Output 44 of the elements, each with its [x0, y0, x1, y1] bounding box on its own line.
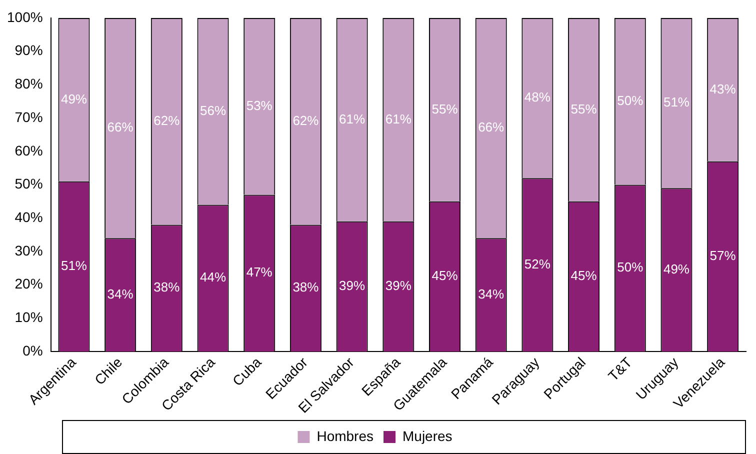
data-label: 62% [292, 112, 320, 128]
data-label: 51% [663, 94, 690, 110]
data-label: 55% [570, 101, 598, 116]
data-label: 45% [570, 268, 598, 284]
data-label: 66% [478, 120, 505, 135]
data-label: 61% [339, 111, 366, 126]
data-label: 38% [292, 280, 320, 295]
data-label: 55% [432, 101, 458, 116]
data-label: 38% [154, 280, 180, 295]
y-tick-label: 90% [14, 42, 43, 58]
y-tick-label: 50% [14, 176, 43, 192]
legend-label: Hombres [316, 428, 374, 444]
data-label: 50% [617, 92, 644, 108]
data-label: 34% [478, 286, 505, 302]
data-label: 52% [524, 256, 551, 272]
data-label: 43% [710, 81, 736, 96]
data-label: 62% [154, 112, 180, 128]
data-label: 48% [524, 90, 551, 105]
data-label: 34% [107, 286, 134, 302]
data-label: 39% [385, 278, 412, 294]
y-tick-label: 70% [14, 108, 43, 125]
data-label: 45% [432, 268, 458, 284]
data-label: 49% [60, 91, 88, 106]
y-tick-label: 20% [14, 276, 43, 292]
data-label: 44% [200, 270, 226, 285]
data-label: 50% [617, 260, 644, 275]
y-tick-label: 0% [22, 342, 43, 358]
data-label: 49% [663, 261, 690, 276]
y-tick-label: 40% [14, 208, 43, 225]
data-label: 56% [200, 102, 226, 118]
data-label: 66% [107, 120, 134, 135]
y-tick-label: 80% [14, 76, 43, 92]
y-tick-label: 10% [14, 309, 43, 326]
legend-label: Mujeres [402, 428, 452, 444]
data-label: 57% [710, 248, 736, 264]
data-label: 39% [339, 278, 366, 294]
data-label: 61% [385, 111, 412, 126]
y-tick-label: 100% [6, 8, 43, 25]
y-tick-label: 30% [14, 242, 43, 258]
data-label: 51% [60, 258, 88, 274]
x-tick-label: T&T [604, 354, 636, 384]
y-tick-label: 60% [14, 142, 43, 158]
data-label: 53% [246, 98, 273, 113]
data-label: 47% [246, 264, 273, 280]
